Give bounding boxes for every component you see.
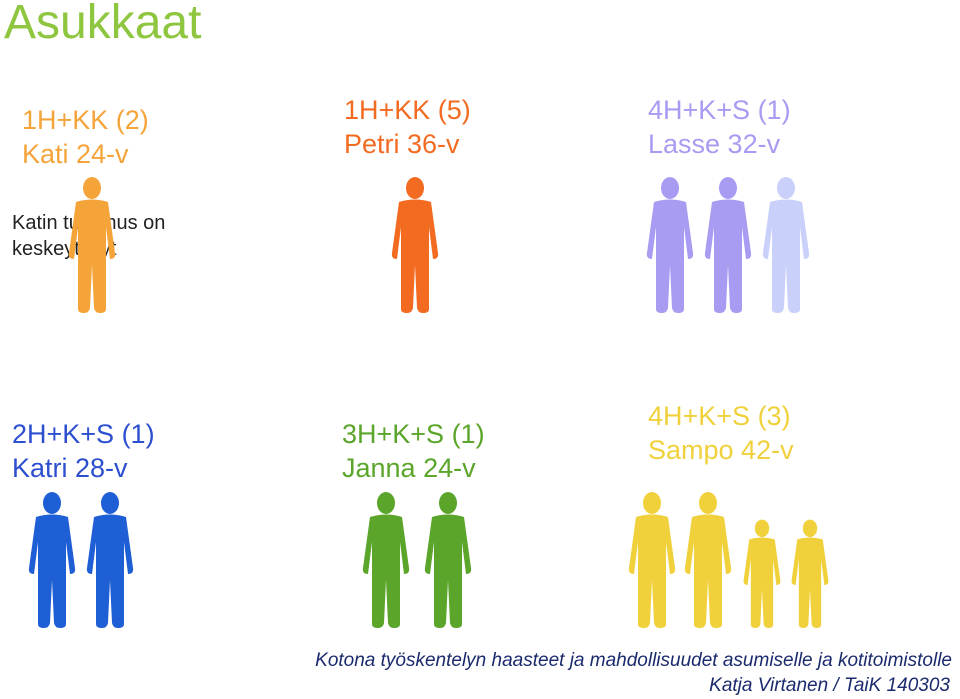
- household-type: 2H+K+S (1): [12, 419, 155, 449]
- household-name: Lasse 32-v: [648, 128, 781, 159]
- person-icon: [791, 519, 829, 628]
- household-label-janna: 3H+K+S (1) Janna 24-v: [342, 418, 485, 486]
- household-type: 1H+KK (2): [22, 105, 149, 135]
- household-figures-petri: [385, 175, 445, 315]
- household-label-petri: 1H+KK (5) Petri 36-v: [344, 94, 471, 162]
- person-icon: [646, 177, 694, 313]
- footer-credit: Katja Virtanen / TaiK 140303: [709, 675, 950, 696]
- household-type: 3H+K+S (1): [342, 419, 485, 449]
- person-icon: [762, 177, 810, 313]
- person-icon: [86, 492, 134, 628]
- household-name: Sampo 42-v: [648, 434, 794, 465]
- person-icon: [743, 519, 781, 628]
- household-figures-sampo: [622, 490, 842, 630]
- household-name: Katri 28-v: [12, 452, 128, 483]
- household-name: Petri 36-v: [344, 128, 460, 159]
- household-type: 4H+K+S (3): [648, 401, 791, 431]
- person-icon: [68, 177, 116, 313]
- person-icon: [684, 492, 732, 628]
- person-icon: [704, 177, 752, 313]
- person-icon: [362, 492, 410, 628]
- page-title: Asukkaat: [4, 0, 202, 49]
- person-icon: [391, 177, 439, 313]
- household-figures-lasse: [640, 175, 820, 315]
- household-label-lasse: 4H+K+S (1) Lasse 32-v: [648, 94, 791, 162]
- person-icon: [28, 492, 76, 628]
- household-label-sampo: 4H+K+S (3) Sampo 42-v: [648, 400, 794, 468]
- household-figures-kati: [62, 175, 122, 315]
- person-icon: [424, 492, 472, 628]
- household-name: Janna 24-v: [342, 452, 476, 483]
- household-figures-janna: [356, 490, 480, 630]
- household-figures-katri: [22, 490, 142, 630]
- household-type: 1H+KK (5): [344, 95, 471, 125]
- household-type: 4H+K+S (1): [648, 95, 791, 125]
- person-icon: [628, 492, 676, 628]
- household-label-katri: 2H+K+S (1) Katri 28-v: [12, 418, 155, 486]
- household-name: Kati 24-v: [22, 138, 129, 169]
- household-label-kati: 1H+KK (2) Kati 24-v: [22, 104, 149, 172]
- footer-title: Kotona työskentelyn haasteet ja mahdolli…: [315, 650, 952, 671]
